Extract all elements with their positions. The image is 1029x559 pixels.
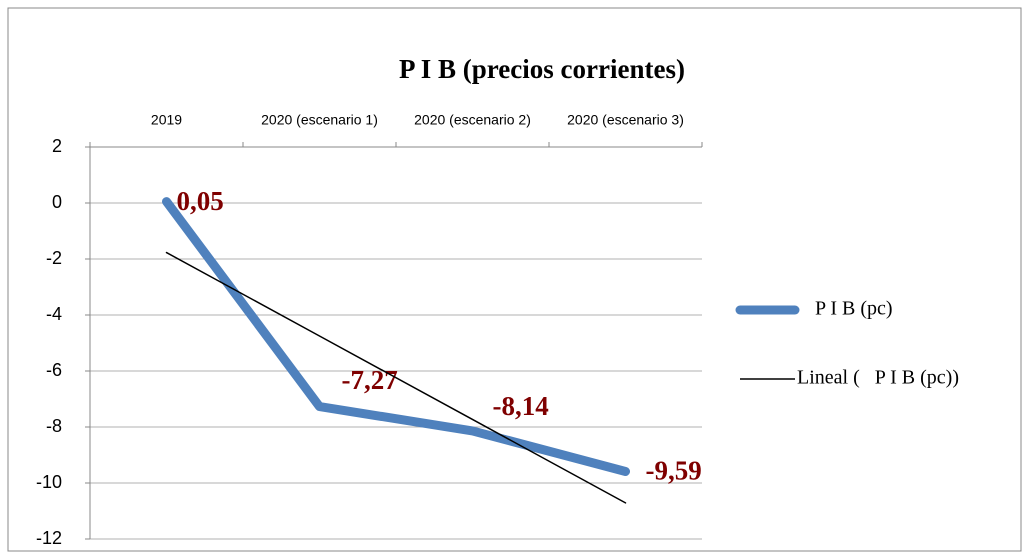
x-tick-label: 2020 (escenario 1) — [261, 112, 378, 128]
y-tick-label: -4 — [46, 304, 62, 324]
x-tick-label: 2020 (escenario 3) — [567, 112, 684, 128]
chart-title: P I B (precios corrientes) — [399, 54, 685, 84]
data-label: -9,59 — [646, 456, 702, 486]
data-line — [162, 197, 630, 477]
y-tick-label: -8 — [46, 416, 62, 436]
y-tick-label: -12 — [36, 528, 62, 548]
chart-border — [7, 7, 1022, 552]
data-label: -8,14 — [493, 391, 549, 421]
trend-line — [165, 251, 627, 504]
y-tick-label: -2 — [46, 248, 62, 268]
legend-label: Lineal ( P I B (pc)) — [797, 367, 959, 389]
y-tick-label: -10 — [36, 472, 62, 492]
data-label: 0,05 — [177, 186, 224, 216]
y-tick-label: -6 — [46, 360, 62, 380]
y-tick-label: 0 — [52, 192, 62, 212]
x-tick-label: 2019 — [151, 112, 182, 128]
x-tick-label: 2020 (escenario 2) — [414, 112, 531, 128]
data-label: -7,27 — [342, 365, 398, 395]
y-tick-label: 2 — [52, 136, 62, 156]
legend-label: P I B (pc) — [815, 298, 893, 320]
